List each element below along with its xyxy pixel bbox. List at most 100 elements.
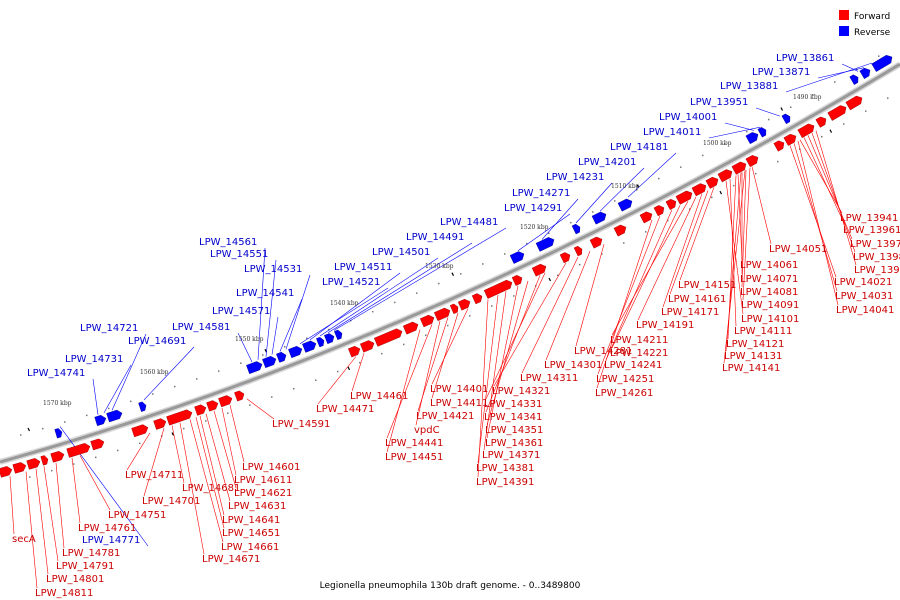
forward-gene-label: LPW_14351 [485, 425, 543, 436]
grid-dot [504, 253, 506, 255]
grid-dot [768, 118, 770, 121]
grid-dot [821, 136, 823, 138]
gene-arrow [531, 263, 547, 277]
forward-gene [0, 466, 13, 478]
reverse-gene-label: LPW_14691 [128, 336, 186, 347]
gene-arrow [66, 443, 91, 458]
gene-arrow [827, 105, 847, 121]
reverse-connector [541, 198, 579, 240]
grid-dot [601, 253, 603, 255]
reverse-connector [299, 287, 389, 345]
legend-forward-swatch [839, 10, 849, 20]
reverse-gene [871, 54, 893, 72]
grid-dot [95, 456, 97, 459]
forward-gene-label: LPW_14061 [740, 260, 798, 271]
grid-dot [702, 154, 704, 157]
grid-dot [394, 301, 396, 304]
reverse-gene-label: LPW_14271 [512, 188, 570, 199]
forward-gene-label: LPW_14701 [142, 496, 200, 507]
forward-connector [793, 143, 838, 292]
reverse-gene [535, 237, 555, 252]
forward-gene [815, 116, 827, 128]
grid-dot [262, 354, 264, 356]
forward-connector [741, 169, 747, 288]
forward-connector [485, 275, 541, 413]
forward-connector [742, 167, 751, 301]
grid-dot [755, 172, 757, 175]
forward-connector [205, 413, 231, 502]
gene-arrow [138, 401, 147, 412]
grid-dot [328, 328, 330, 331]
grid-dot [777, 160, 779, 163]
scale-label: 1520 kbp [520, 224, 549, 231]
forward-connector [605, 209, 673, 361]
forward-gene [783, 133, 797, 146]
gene-arrow [745, 155, 759, 168]
reverse-connector [785, 62, 873, 93]
forward-connector [545, 250, 591, 361]
forward-connector [723, 170, 746, 364]
forward-gene-label: LPW_14251 [596, 374, 654, 385]
reverse-gene [781, 113, 791, 125]
forward-gene [691, 183, 707, 197]
forward-gene [166, 409, 193, 426]
gene-arrow [783, 133, 797, 146]
grid-dot [592, 211, 594, 213]
forward-connector [485, 272, 546, 400]
gene-arrow [12, 462, 27, 474]
gene-arrow [334, 329, 343, 341]
forward-connector [486, 280, 529, 426]
forward-connector [679, 187, 715, 281]
forward-gene-label: LPW_13991 [854, 265, 900, 276]
gene-arrow [166, 409, 193, 426]
forward-connector [803, 137, 846, 226]
gene-arrow [131, 424, 149, 438]
forward-connector [386, 329, 421, 453]
grid-dot [724, 142, 726, 145]
gene-arrow [106, 409, 123, 423]
gene-arrow [511, 275, 523, 286]
tick-mark [719, 190, 723, 195]
grid-dot [249, 404, 251, 406]
legend-reverse-label: Reverse [854, 28, 891, 38]
grid-dot [469, 315, 471, 317]
reverse-gene-label: LPW_13881 [720, 81, 778, 92]
reverse-connector [627, 152, 677, 198]
forward-connector [662, 193, 703, 308]
forward-gene-label: LPW_14441 [385, 438, 443, 449]
reverse-gene-label: LPW_13871 [752, 67, 810, 78]
forward-gene-label: LPW_14101 [741, 314, 799, 325]
grid-dot [865, 110, 867, 112]
forward-gene-label: LPW_14041 [836, 305, 894, 316]
forward-connector [807, 135, 853, 240]
forward-gene [845, 95, 863, 111]
scale-label: 1550 kbp [235, 336, 264, 343]
forward-gene [797, 123, 815, 138]
forward-gene [531, 263, 547, 277]
forward-gene [705, 176, 719, 189]
grid-dot [680, 166, 682, 168]
reverse-gene [54, 428, 63, 439]
forward-gene-label: LPW_14471 [316, 404, 374, 415]
reverse-gene-label: LPW_14291 [504, 203, 562, 214]
grid-dot [491, 305, 493, 307]
gene-arrow [90, 438, 105, 451]
gene-arrow [859, 67, 871, 79]
gene-arrow [246, 361, 263, 374]
grid-dot [42, 427, 44, 430]
reverse-gene [262, 356, 277, 369]
reverse-gene [859, 67, 871, 79]
forward-connector [143, 428, 165, 497]
forward-gene-label: LPW_14031 [835, 291, 893, 302]
tick-mark [347, 366, 351, 371]
gene-arrow [419, 314, 435, 328]
reverse-gene [571, 223, 581, 235]
forward-connector [415, 320, 441, 426]
forward-gene-label: LPW_14311 [520, 373, 578, 384]
grid-dot [372, 310, 374, 313]
grid-dot [416, 292, 418, 294]
forward-connector [611, 205, 681, 349]
grid-dot [29, 476, 31, 478]
gene-arrows [0, 54, 893, 478]
